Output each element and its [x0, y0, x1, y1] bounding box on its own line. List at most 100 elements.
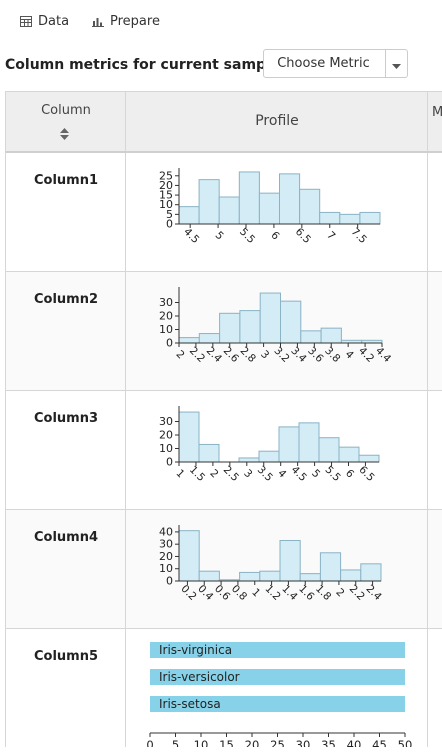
caret-down-icon [392, 54, 401, 73]
histogram-bar [319, 211, 341, 225]
histogram-bar [358, 454, 380, 463]
histogram-bar [360, 563, 382, 582]
x-tick-label: 2.5 [221, 464, 241, 484]
tab-data[interactable]: Data [20, 14, 69, 29]
category-chart-column5: Iris-virginica Iris-versicolor Iris-setosa… [146, 642, 413, 747]
x-tick-label: 2 [174, 348, 187, 361]
x-tick-label: 6.5 [356, 464, 376, 484]
tab-data-label: Data [38, 14, 70, 29]
x-tick-label: 0 [146, 738, 153, 747]
x-tick-label: 50 [398, 738, 413, 747]
bar-chart-icon [92, 16, 104, 27]
histogram-bar [259, 292, 281, 344]
profile-cell: Iris-virginica Iris-versicolor Iris-setosa… [126, 629, 428, 747]
histogram-bar [198, 443, 220, 463]
x-tick-label: 2 [207, 467, 220, 480]
x-tick-label: 2.2 [347, 583, 367, 603]
x-tick-label: 2 [333, 586, 346, 599]
x-tick-label: 15 [219, 738, 234, 747]
column-metrics-title: Column metrics for current sample [5, 57, 281, 73]
y-tick-label: 15 [159, 189, 173, 202]
x-tick-label: 0.4 [195, 583, 216, 604]
table-row: Column1 0 5 10 15 20 25 4.5 5 5.5 6 6.5 7 7.5 [6, 153, 442, 272]
profile-cell: 0 10 20 30 1 1.5 2 2.5 3 3.5 4 4.5 5 5.5 6 6.5 [126, 391, 428, 509]
y-tick-label: 20 [159, 310, 173, 323]
histogram-bar [178, 206, 200, 225]
x-tick-label: 3.6 [305, 345, 326, 366]
y-tick-label: 10 [159, 442, 173, 455]
x-tick-label: 1.6 [296, 583, 317, 604]
histogram-bar [258, 450, 280, 463]
histogram-bar [198, 333, 221, 344]
x-tick-label: 1 [249, 586, 262, 599]
x-tick-label: 5.5 [323, 464, 343, 484]
x-tick-label: 5 [213, 229, 226, 242]
histogram-bar [299, 188, 321, 225]
histogram-bar [279, 173, 301, 225]
histogram-bar [218, 196, 240, 225]
tab-prepare-label: Prepare [110, 14, 160, 29]
histogram-bar [318, 437, 340, 463]
sort-icon[interactable] [60, 125, 69, 144]
histogram-bar [239, 571, 261, 582]
x-tick-label: 1.5 [187, 464, 207, 484]
histogram-bar [178, 411, 200, 463]
dropdown-toggle[interactable] [386, 50, 407, 77]
histogram-bar [319, 552, 342, 582]
histogram-bar [219, 312, 241, 344]
y-tick-label: 0 [166, 218, 173, 231]
category-label: Iris-setosa [159, 697, 221, 711]
profile-cell: 0 10 20 30 40 0.2 0.4 0.6 0.8 1 1.2 1.4 1.6 1.8 2 2.2 2.… [126, 510, 428, 628]
y-tick-label: 0 [166, 337, 173, 350]
y-tick-label: 25 [159, 169, 173, 182]
histogram-bar [298, 422, 320, 463]
x-tick-label: 20 [245, 738, 260, 747]
column-header[interactable]: Column [6, 92, 126, 151]
table-row: Column4 0 10 20 30 40 0.2 0.4 0.6 0.8 1 1.2 1.4 1.6 1… [6, 510, 442, 629]
x-tick-label: 5 [309, 467, 322, 480]
table-row: Column2 0 10 20 30 2 2.2 2.4 2.6 2.8 3 3.2 3.4 3.6 3.… [6, 272, 442, 391]
category-bar [150, 642, 405, 658]
x-tick-label: 6 [268, 229, 281, 242]
column-name-cell: Column2 [6, 272, 126, 390]
y-tick-label: 30 [159, 538, 173, 551]
y-tick-label: 10 [159, 198, 173, 211]
column-header-label: Column [41, 103, 91, 118]
profile-header-label: Profile [255, 113, 299, 129]
y-tick-label: 20 [159, 550, 173, 563]
histogram-bar [259, 570, 281, 582]
x-tick-label: 3 [241, 467, 254, 480]
x-tick-label: 0.2 [178, 583, 198, 603]
histogram-bar [280, 300, 302, 344]
x-tick-label: 2.4 [364, 583, 385, 604]
x-tick-label: 25 [270, 738, 285, 747]
column-name: Column4 [33, 530, 99, 545]
histogram-bar [238, 457, 260, 463]
x-tick-label: 5 [172, 738, 179, 747]
choose-metric-dropdown[interactable]: Choose Metric [263, 49, 408, 78]
x-tick-label: 4.5 [181, 226, 201, 246]
x-tick-label: 3.8 [322, 345, 342, 365]
x-tick-label: 3.2 [271, 345, 291, 365]
y-tick-label: 30 [159, 415, 173, 428]
x-tick-label: 7.5 [349, 226, 369, 246]
x-tick-label: 4 [343, 348, 356, 361]
profile-header: Profile [126, 92, 428, 151]
table-header: Column Profile M [6, 92, 442, 153]
choose-metric-button[interactable]: Choose Metric [277, 56, 370, 71]
histogram-bar [239, 310, 261, 344]
column-name: Column3 [33, 411, 99, 426]
profile-cell: 0 10 20 30 2 2.2 2.4 2.6 2.8 3 3.2 3.4 3.6 3.8 4 4.2 4.4 [126, 272, 428, 390]
histogram-bar [178, 337, 200, 344]
column-name-cell: Column1 [6, 153, 126, 271]
x-tick-label: 4.4 [373, 345, 394, 366]
tab-prepare[interactable]: Prepare [92, 14, 160, 29]
histogram-bar [198, 179, 220, 225]
histogram-bar [338, 446, 360, 463]
x-tick-label: 5.5 [237, 226, 257, 246]
table-row: Column3 0 10 20 30 1 1.5 2 2.5 3 3.5 4 4.5 5 5.5 6 6.5 [6, 391, 442, 510]
histogram-bar [198, 570, 220, 582]
